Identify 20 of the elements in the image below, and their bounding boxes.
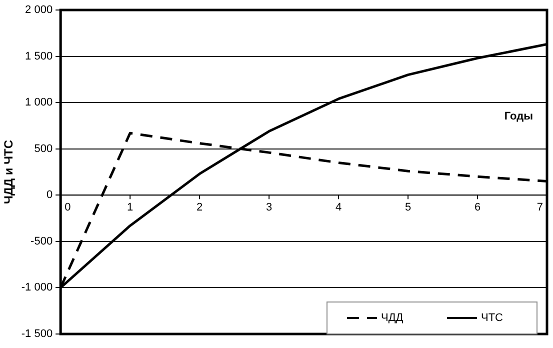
x-tick-label: 3 [266,202,272,214]
x-tick-label: 7 [536,202,543,214]
legend-label: ЧТС [481,312,504,324]
x-tick-label: 0 [64,202,71,214]
y-axis-title: ЧДД и ЧТС [2,140,16,204]
y-tick-label: 1 500 [25,50,53,62]
legend-label: ЧДД [381,312,404,324]
y-tick-label: 1 000 [25,96,53,109]
y-tick-label: -500 [30,235,53,248]
x-tick-label: 5 [404,202,412,214]
y-tick-label: 2 000 [25,4,53,16]
y-tick-label: 500 [34,142,53,155]
x-tick-label: 6 [474,202,481,214]
x-tick-label: 1 [127,202,134,214]
y-tick-label: 0 [46,189,53,202]
x-axis-title: Годы [504,110,533,122]
x-tick-label: 2 [196,202,203,214]
y-tick-label: -1 500 [21,328,53,340]
y-tick-label: -1 000 [21,282,53,294]
x-tick-label: 4 [335,202,342,214]
